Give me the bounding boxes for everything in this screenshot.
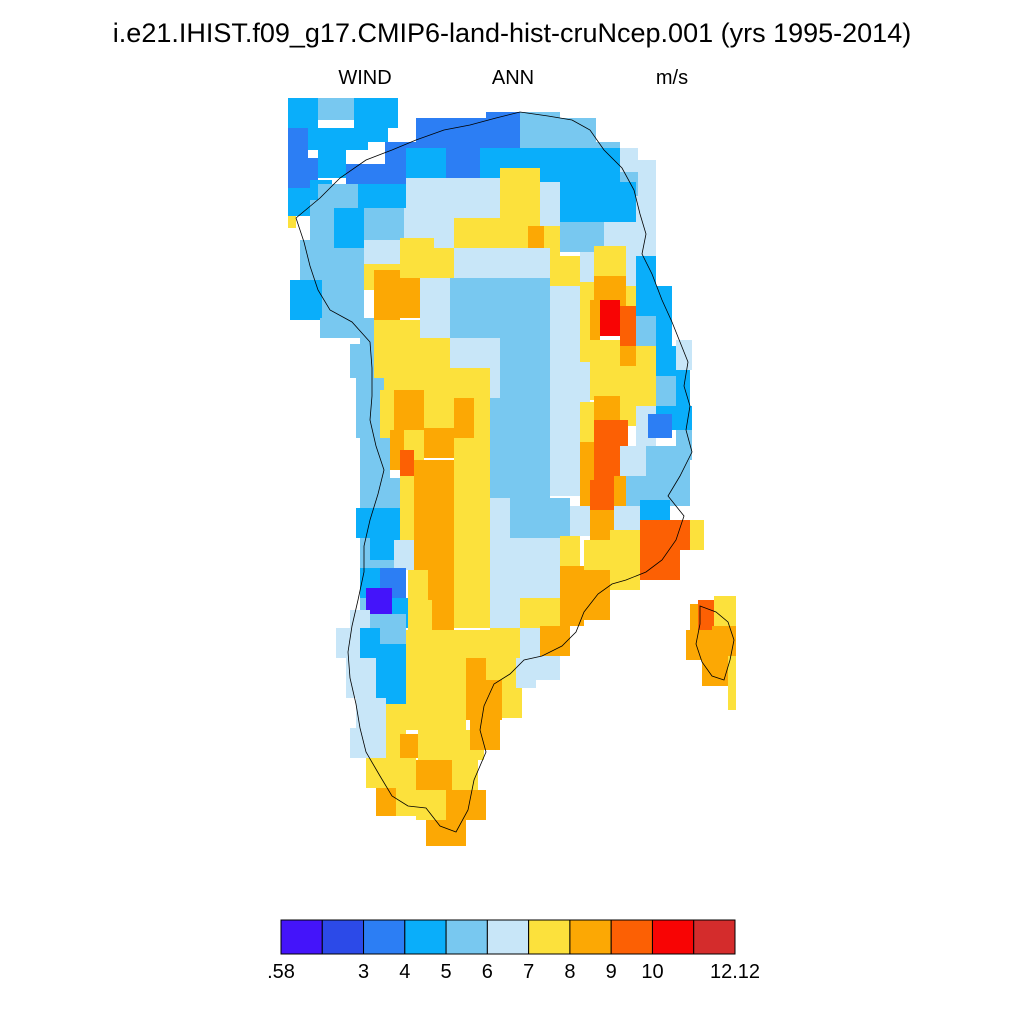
coastline (295, 111, 735, 833)
season-label: ANN (491, 67, 535, 89)
colorbar-swatch (651, 919, 695, 955)
colorbar-tick-label: 9 (605, 961, 617, 983)
colorbar-swatch (363, 919, 406, 955)
colorbar-tick-label: 5 (440, 961, 452, 983)
colorbar-swatch (404, 919, 447, 955)
colorbar-tick-label: 8 (564, 961, 576, 983)
colorbar-swatch (528, 919, 571, 955)
colorbar-swatch (569, 919, 612, 955)
variable-label: WIND (338, 67, 392, 89)
colorbar-tick-label: 3 (357, 961, 370, 983)
colorbar-tick-label: .58 (267, 961, 295, 983)
colorbar-swatch (280, 919, 323, 955)
map-cells (288, 98, 736, 846)
colorbar (280, 919, 736, 955)
colorbar-tick-label: 6 (481, 961, 493, 983)
colorbar-swatch (321, 919, 365, 955)
colorbar-swatch (486, 919, 530, 955)
units-label: m/s (655, 67, 689, 89)
colorbar-tick-label: 10 (641, 961, 664, 983)
colorbar-tick-label: 4 (399, 961, 411, 983)
colorbar-swatch (610, 919, 653, 955)
colorbar-tick-label: 12.12 (709, 961, 761, 983)
colorbar-tick-label: 7 (523, 961, 535, 983)
colorbar-swatch (445, 919, 488, 955)
map-title: i.e21.IHIST.f09_g17.CMIP6-land-hist-cruN… (112, 18, 912, 48)
colorbar-swatch (693, 919, 736, 955)
